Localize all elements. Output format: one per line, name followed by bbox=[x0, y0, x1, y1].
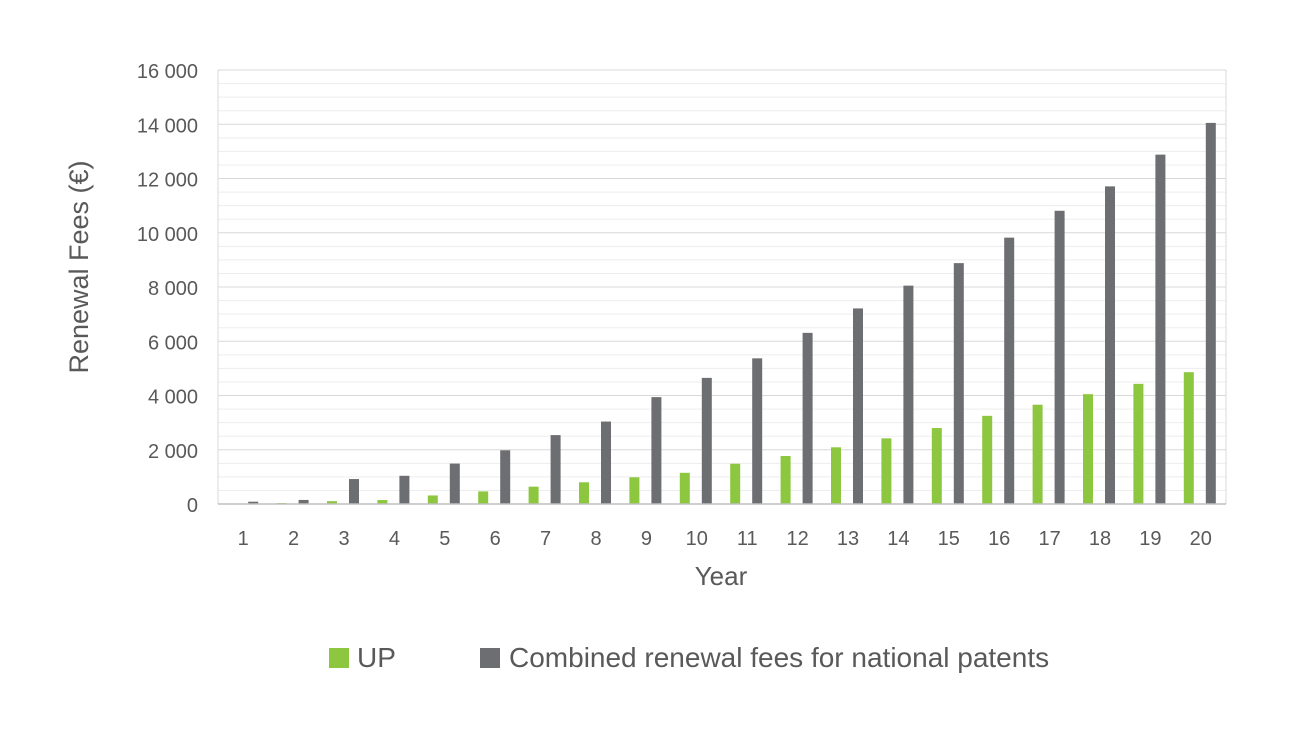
bar-up-year-13 bbox=[831, 447, 841, 504]
bar-national-year-4 bbox=[399, 475, 410, 504]
legend: UP Combined renewal fees for national pat… bbox=[329, 642, 1049, 673]
bar-national-year-14 bbox=[903, 285, 914, 504]
bar-up-year-20 bbox=[1183, 372, 1194, 504]
bar-up-year-9 bbox=[629, 477, 640, 504]
y-axis-title: Renewal Fees (€) bbox=[64, 160, 94, 373]
x-tick-label: 16 bbox=[988, 528, 1010, 550]
y-tick-label: 10 000 bbox=[137, 224, 198, 246]
bar-up-year-16 bbox=[982, 415, 993, 504]
bar-national-year-5 bbox=[449, 463, 460, 504]
bar-national-year-3 bbox=[349, 479, 359, 504]
x-tick-label: 7 bbox=[540, 528, 551, 550]
x-tick-label: 18 bbox=[1089, 528, 1111, 550]
legend-swatch-national bbox=[480, 648, 500, 668]
x-tick-label: 8 bbox=[590, 528, 601, 550]
x-tick-label: 9 bbox=[641, 528, 652, 550]
bar-up-year-15 bbox=[931, 428, 942, 504]
bar-up-year-19 bbox=[1133, 383, 1144, 504]
x-tick-label: 19 bbox=[1139, 528, 1161, 550]
bar-national-year-13 bbox=[853, 308, 863, 504]
bar-national-year-12 bbox=[802, 332, 813, 504]
y-tick-label: 14 000 bbox=[137, 115, 198, 137]
bar-up-year-5 bbox=[427, 495, 438, 504]
y-tick-label: 12 000 bbox=[137, 170, 198, 192]
bar-up-year-6 bbox=[478, 491, 489, 504]
y-tick-label: 8 000 bbox=[148, 278, 198, 300]
grid-layer bbox=[217, 69, 1227, 504]
axis-layer: 0 2 000 4 000 6 000 8 000 10 000 12 000 14 000 1… bbox=[137, 61, 1226, 550]
y-tick-label: 0 bbox=[187, 495, 198, 517]
bar-national-year-2 bbox=[298, 499, 309, 504]
bar-national-year-19 bbox=[1155, 154, 1166, 504]
bar-national-year-9 bbox=[651, 397, 662, 504]
x-tick-label: 17 bbox=[1038, 528, 1060, 550]
x-tick-label: 5 bbox=[439, 528, 450, 550]
bar-national-year-15 bbox=[953, 263, 964, 504]
x-tick-label: 11 bbox=[737, 528, 758, 550]
x-tick-label: 14 bbox=[887, 528, 909, 550]
x-tick-label: 1 bbox=[238, 528, 249, 550]
bar-national-year-8 bbox=[601, 421, 611, 504]
x-tick-label: 13 bbox=[837, 528, 859, 550]
x-tick-label: 3 bbox=[338, 528, 349, 550]
legend-label-national: Combined renewal fees for national paten… bbox=[509, 642, 1049, 673]
x-tick-label: 10 bbox=[686, 528, 708, 550]
y-tick-label: 4 000 bbox=[148, 387, 198, 409]
bar-up-year-10 bbox=[679, 472, 690, 504]
bar-national-year-18 bbox=[1105, 186, 1115, 504]
x-axis-title: Year bbox=[695, 561, 748, 591]
x-tick-label: 6 bbox=[490, 528, 501, 550]
bar-national-year-17 bbox=[1054, 210, 1065, 504]
bar-up-year-7 bbox=[528, 486, 539, 504]
bar-up-year-18 bbox=[1083, 394, 1093, 504]
bar-up-year-11 bbox=[730, 463, 741, 504]
bar-national-year-10 bbox=[701, 377, 712, 504]
bar-national-year-16 bbox=[1004, 237, 1015, 504]
y-tick-label: 2 000 bbox=[148, 441, 198, 463]
bar-up-year-3 bbox=[327, 501, 337, 504]
bar-up-year-14 bbox=[881, 438, 892, 504]
bar-national-year-6 bbox=[500, 450, 511, 504]
bar-national-year-1 bbox=[248, 501, 259, 504]
bar-up-year-8 bbox=[579, 482, 589, 504]
x-tick-label: 4 bbox=[389, 528, 400, 550]
x-tick-label: 2 bbox=[288, 528, 299, 550]
bar-up-year-12 bbox=[780, 455, 791, 504]
legend-swatch-up bbox=[329, 648, 349, 668]
x-tick-label: 15 bbox=[938, 528, 960, 550]
bar-national-year-11 bbox=[752, 358, 763, 504]
bar-up-year-17 bbox=[1032, 404, 1043, 504]
bar-national-year-20 bbox=[1205, 122, 1216, 505]
y-tick-label: 6 000 bbox=[148, 332, 198, 354]
legend-label-up: UP bbox=[357, 642, 396, 673]
x-tick-label: 12 bbox=[786, 528, 808, 550]
x-tick-label: 20 bbox=[1190, 528, 1212, 550]
y-tick-label: 16 000 bbox=[137, 61, 198, 83]
bar-layer bbox=[248, 122, 1216, 505]
bar-up-year-4 bbox=[377, 500, 388, 504]
bar-national-year-7 bbox=[550, 435, 561, 504]
